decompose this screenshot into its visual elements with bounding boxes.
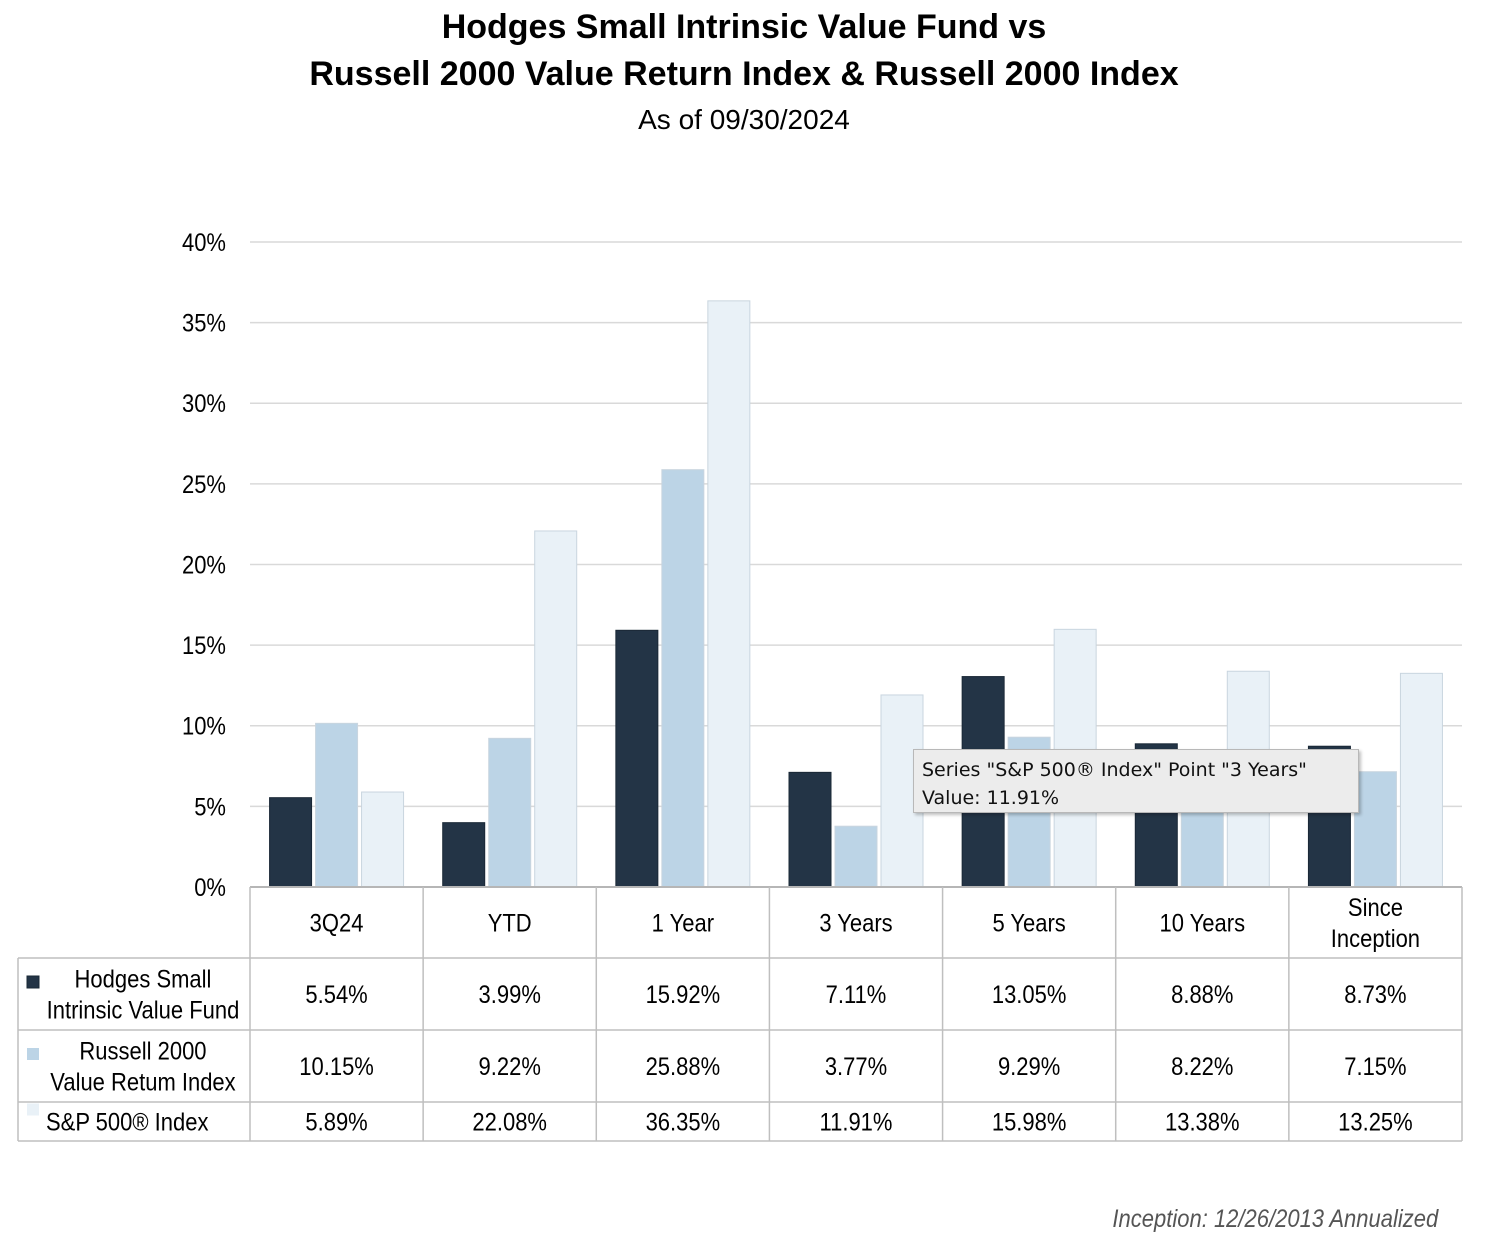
data-label: 13.05% — [992, 981, 1067, 1009]
data-label: 3.99% — [479, 981, 541, 1009]
legend-swatch — [27, 1048, 39, 1060]
data-label: 7.15% — [1344, 1053, 1406, 1081]
x-tick-label: 3Q24 — [310, 909, 364, 937]
y-tick-label: 0% — [194, 874, 226, 902]
inception-footnote: Inception: 12/26/2013 Annualized — [1112, 1205, 1438, 1233]
data-label: 13.25% — [1338, 1108, 1413, 1136]
hover-tooltip: Series "S&P 500® Index" Point "3 Years" … — [913, 749, 1359, 813]
x-tick-label: Since — [1348, 894, 1403, 922]
data-label: 15.98% — [992, 1108, 1067, 1136]
bar — [1353, 771, 1397, 888]
x-tick-label: 1 Year — [652, 909, 715, 937]
bar — [1399, 672, 1443, 888]
bar — [615, 629, 659, 888]
bar — [361, 791, 405, 888]
data-label: 15.92% — [646, 981, 721, 1009]
legend-swatch — [26, 975, 40, 989]
y-tick-label: 10% — [182, 712, 226, 740]
y-tick-label: 40% — [182, 229, 226, 257]
bar — [661, 469, 705, 888]
bar-chart: 0% 5% 10% 15% 20% 25% 30% 35% 40% 3Q24 YTD 1 Year 3 … — [17, 229, 1463, 1142]
data-label: 8.22% — [1171, 1053, 1233, 1081]
legend-label: S&P 500® Index — [46, 1108, 209, 1136]
bar — [788, 771, 832, 888]
bar — [707, 300, 751, 888]
legend-swatch — [27, 1103, 39, 1116]
chart-title-line-1: Hodges Small Intrinsic Value Fund vs — [441, 8, 1047, 46]
data-label: 13.38% — [1165, 1108, 1240, 1136]
data-label: 9.29% — [998, 1053, 1060, 1081]
y-tick-label: 35% — [182, 309, 226, 337]
x-tick-label: Inception — [1331, 925, 1420, 953]
x-tick-label: 3 Years — [819, 909, 892, 937]
data-label: 9.22% — [479, 1053, 541, 1081]
x-tick-label: YTD — [488, 909, 532, 937]
y-tick-label: 20% — [182, 551, 226, 579]
data-label: 25.88% — [646, 1053, 721, 1081]
legend-label: Value Retum Index — [50, 1068, 236, 1096]
data-label: 11.91% — [820, 1108, 893, 1136]
y-tick-label: 30% — [182, 390, 226, 418]
y-tick-label: 15% — [182, 632, 226, 660]
bar — [534, 530, 578, 888]
x-tick-label: 10 Years — [1159, 909, 1245, 937]
legend-label: Hodges Small — [75, 965, 212, 993]
data-label: 3.77% — [825, 1053, 887, 1081]
data-label: 5.54% — [305, 981, 367, 1009]
data-label: 22.08% — [472, 1108, 547, 1136]
data-label: 5.89% — [305, 1108, 367, 1136]
data-label: 7.11% — [826, 981, 887, 1009]
legend-label: Intrinsic Value Fund — [47, 996, 240, 1024]
bar — [269, 797, 313, 888]
data-label: 36.35% — [646, 1108, 721, 1136]
bar — [442, 822, 486, 888]
bar — [488, 737, 532, 888]
bar — [315, 722, 359, 888]
y-tick-label: 25% — [182, 471, 226, 499]
chart-subtitle: As of 09/30/2024 — [638, 104, 850, 135]
data-label: 8.73% — [1344, 981, 1406, 1009]
data-label: 10.15% — [299, 1053, 374, 1081]
x-tick-label: 5 Years — [992, 909, 1065, 937]
tooltip-series-line: Series "S&P 500® Index" Point "3 Years" — [922, 759, 1307, 781]
chart-title-line-2: Russell 2000 Value Return Index & Russel… — [309, 55, 1179, 93]
y-tick-label: 5% — [194, 793, 226, 821]
bar — [834, 825, 878, 888]
tooltip-value-line: Value: 11.91% — [922, 787, 1060, 809]
legend-label: Russell 2000 — [79, 1037, 206, 1065]
data-label: 8.88% — [1171, 981, 1233, 1009]
